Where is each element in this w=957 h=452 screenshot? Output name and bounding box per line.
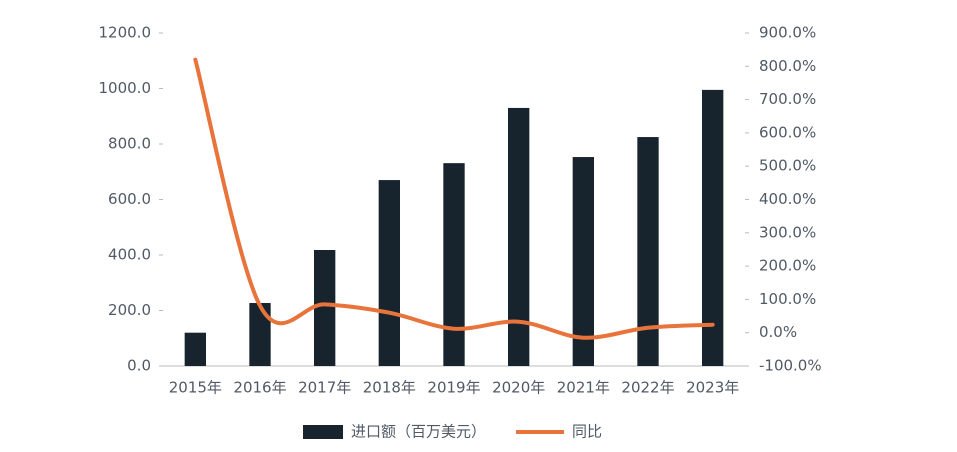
x-tick-label: 2023年 xyxy=(686,379,739,397)
bar xyxy=(507,107,530,367)
x-tick-label: 2016年 xyxy=(233,379,286,397)
bar xyxy=(572,157,595,366)
y2-tick-label: 600.0% xyxy=(759,123,816,141)
bar xyxy=(378,180,401,366)
y-tick-label: 600.0 xyxy=(108,190,151,208)
bar xyxy=(249,303,271,366)
y-tick-label: 1200.0 xyxy=(99,24,152,42)
bar xyxy=(701,89,724,366)
legend-label: 进口额（百万美元） xyxy=(351,423,486,441)
y2-tick-label: 400.0% xyxy=(759,190,816,208)
y2-tick-label: 800.0% xyxy=(759,57,816,75)
y2-tick-label: 200.0% xyxy=(759,257,816,275)
y2-tick-label: 700.0% xyxy=(759,90,816,108)
bar xyxy=(313,250,336,366)
x-tick-label: 2020年 xyxy=(492,379,545,397)
bar xyxy=(443,163,465,366)
y-tick-label: 400.0 xyxy=(108,246,151,264)
y2-tick-label: 500.0% xyxy=(759,157,816,175)
x-tick-label: 2018年 xyxy=(363,379,416,397)
y-tick-label: 0.0 xyxy=(127,357,151,375)
legend-swatch xyxy=(303,425,343,439)
bar xyxy=(637,137,659,366)
y-tick-label: 800.0 xyxy=(108,135,151,153)
y-tick-label: 200.0 xyxy=(108,301,151,319)
y2-tick-label: 0.0% xyxy=(759,323,797,341)
x-tick-label: 2015年 xyxy=(169,379,222,397)
y-tick-label: 1000.0 xyxy=(99,79,152,97)
legend-label: 同比 xyxy=(572,423,602,441)
y2-tick-label: 900.0% xyxy=(759,24,816,42)
x-tick-label: 2019年 xyxy=(427,379,480,397)
x-tick-label: 2021年 xyxy=(557,379,610,397)
x-tick-label: 2022年 xyxy=(621,379,674,397)
line xyxy=(193,57,715,340)
bar xyxy=(184,332,207,366)
x-tick-label: 2017年 xyxy=(298,379,351,397)
y2-tick-label: 300.0% xyxy=(759,223,816,241)
y2-tick-label: -100.0% xyxy=(759,357,822,375)
y2-tick-label: 100.0% xyxy=(759,290,816,308)
